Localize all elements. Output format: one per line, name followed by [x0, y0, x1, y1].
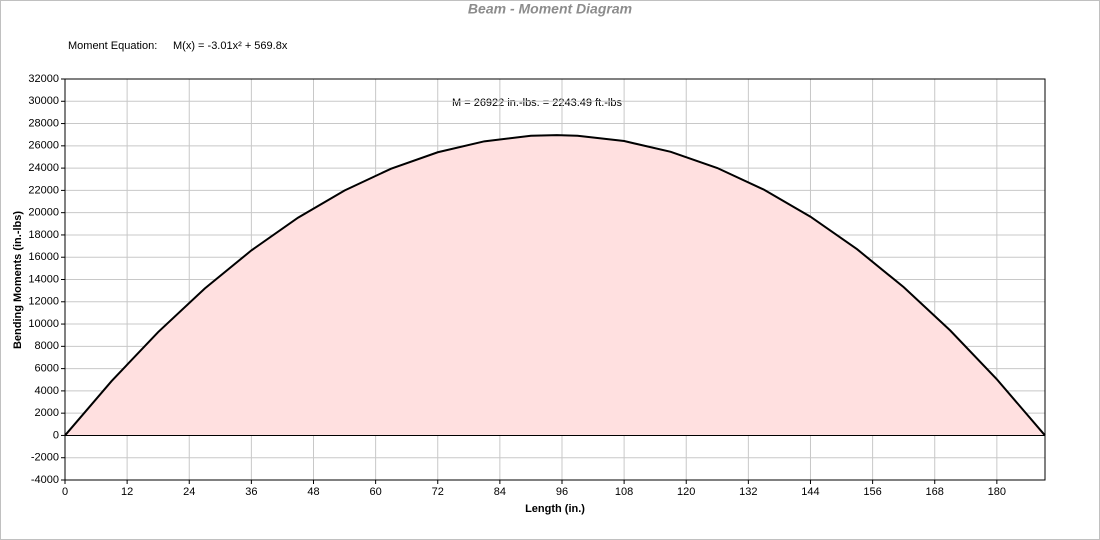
- y-tick-label: -2000: [31, 452, 59, 464]
- y-tick-label: 16000: [28, 251, 59, 263]
- equation: M(x) = -3.01x² + 569.8x: [173, 40, 288, 52]
- x-tick-label: 48: [307, 486, 319, 498]
- x-tick-label: 156: [863, 486, 881, 498]
- y-tick-label: 30000: [28, 95, 59, 107]
- equation-label: Moment Equation:: [68, 40, 157, 52]
- x-tick-label: 60: [369, 486, 381, 498]
- y-tick-label: -4000: [31, 474, 59, 486]
- x-tick-label: 168: [926, 486, 944, 498]
- y-tick-label: 0: [53, 429, 59, 441]
- y-tick-label: 4000: [35, 385, 59, 397]
- y-tick-label: 18000: [28, 229, 59, 241]
- y-tick-label: 10000: [28, 318, 59, 330]
- chart-title: Beam - Moment Diagram: [468, 1, 632, 17]
- area-fill: [65, 135, 1045, 436]
- y-tick-label: 2000: [35, 407, 59, 419]
- x-tick-label: 108: [615, 486, 633, 498]
- x-tick-label: 132: [739, 486, 757, 498]
- y-tick-label: 32000: [28, 73, 59, 85]
- x-tick-label: 180: [988, 486, 1006, 498]
- moment-curve: [64, 134, 1046, 437]
- y-tick-label: 22000: [28, 184, 59, 196]
- y-axis-label: Bending Moments (in.-lbs): [12, 211, 24, 349]
- x-tick-label: 0: [62, 486, 68, 498]
- x-tick-label: 96: [556, 486, 568, 498]
- y-tick-label: 26000: [28, 140, 59, 152]
- y-tick-label: 28000: [28, 117, 59, 129]
- x-tick-label: 144: [801, 486, 819, 498]
- x-tick-label: 24: [183, 486, 195, 498]
- x-axis-label: Length (in.): [525, 503, 585, 515]
- y-tick-label: 24000: [28, 162, 59, 174]
- x-tick-label: 120: [677, 486, 695, 498]
- y-tick-label: 12000: [28, 296, 59, 308]
- y-tick-label: 14000: [28, 273, 59, 285]
- x-tick-label: 72: [432, 486, 444, 498]
- plot-border: [64, 78, 1046, 481]
- x-tick-label: 84: [494, 486, 506, 498]
- y-tick-label: 6000: [35, 363, 59, 375]
- annotation: M = 26922 in.-lbs. = 2243.49 ft.-lbs: [452, 97, 622, 109]
- y-tick-label: 8000: [35, 340, 59, 352]
- y-tick-label: 20000: [28, 207, 59, 219]
- x-tick-label: 36: [245, 486, 257, 498]
- x-tick-label: 12: [121, 486, 133, 498]
